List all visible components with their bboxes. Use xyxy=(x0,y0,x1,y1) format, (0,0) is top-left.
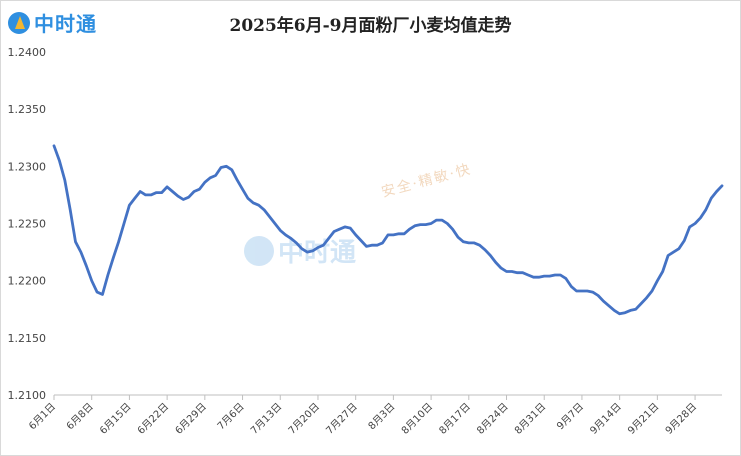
x-tick-label: 7月6日 xyxy=(215,401,247,433)
x-tick-label: 6月1日 xyxy=(26,401,58,433)
x-tick-label: 7月13日 xyxy=(248,401,284,437)
x-tick-label: 8月31日 xyxy=(512,401,548,437)
watermark-logo-text: 中时通 xyxy=(278,238,357,268)
x-tick-label: 7月20日 xyxy=(286,401,322,437)
x-tick-label: 9月28日 xyxy=(663,401,699,437)
x-tick-label: 6月8日 xyxy=(64,401,96,433)
x-tick-label: 8月10日 xyxy=(399,401,435,437)
x-tick-label: 9月14日 xyxy=(588,401,624,437)
y-tick-label: 1.2150 xyxy=(8,332,47,345)
x-tick-label: 9月21日 xyxy=(625,401,661,437)
chart-title: 2025年6月-9月面粉厂小麦均值走势 xyxy=(229,16,512,36)
x-tick-label: 7月27日 xyxy=(324,401,360,437)
x-tick-label: 9月7日 xyxy=(554,401,586,433)
y-tick-label: 1.2100 xyxy=(8,389,47,402)
x-tick-label: 6月22日 xyxy=(135,401,171,437)
watermark-logo: 中时通 xyxy=(244,232,356,269)
x-tick-label: 6月15日 xyxy=(97,401,133,437)
y-tick-label: 1.2400 xyxy=(8,46,47,59)
logo-icon xyxy=(8,11,30,34)
y-tick-label: 1.2300 xyxy=(8,160,47,173)
brand-logo: 中时通 xyxy=(8,8,97,37)
series-line xyxy=(52,144,724,316)
y-tick-label: 1.2250 xyxy=(8,218,47,231)
x-tick-label: 6月29日 xyxy=(173,401,209,437)
watermark-logo-icon xyxy=(244,235,274,266)
y-tick-label: 1.2200 xyxy=(8,275,47,288)
y-tick-label: 1.2350 xyxy=(8,103,47,116)
x-tick-label: 8月3日 xyxy=(366,401,398,433)
x-tick-label: 8月24日 xyxy=(475,401,511,437)
logo-text: 中时通 xyxy=(34,12,97,36)
x-tick-label: 8月17日 xyxy=(437,401,473,437)
